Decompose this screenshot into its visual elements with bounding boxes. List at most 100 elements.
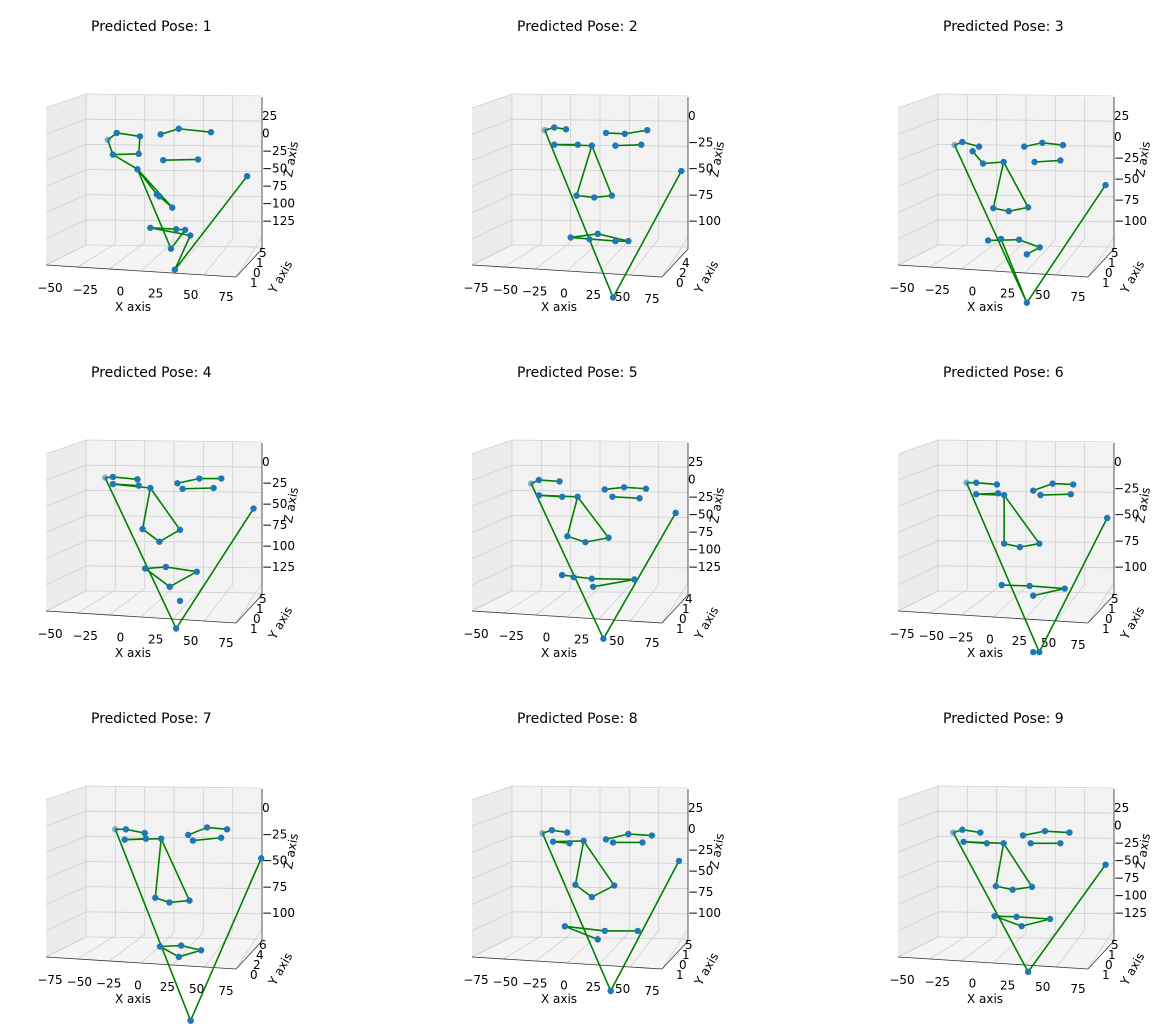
keypoint-marker <box>973 490 980 498</box>
keypoint-marker <box>541 126 549 134</box>
z-tick-label: −50 <box>688 162 713 176</box>
z-tick-label: 0 <box>688 473 696 487</box>
axis-edges <box>471 443 689 624</box>
y-tick-label: 0 <box>676 276 684 290</box>
left-pane <box>46 94 86 265</box>
keypoint-marker <box>643 126 651 134</box>
skeleton-edge <box>1044 830 1070 834</box>
x-tick-label: −50 <box>37 281 62 295</box>
y-tick-label: 1 <box>676 968 684 982</box>
keypoint-marker <box>609 493 616 500</box>
pose-3d-axes: −50 −25 0 25 50 75X axis250−25−50−75−100−125Z… <box>463 439 727 660</box>
keypoint-marker <box>1030 648 1037 656</box>
y-tick-label: 0 <box>679 612 687 626</box>
z-tick-label: 25 <box>262 109 277 123</box>
z-tick-label: −50 <box>1114 854 1139 868</box>
skeleton-edge <box>116 132 141 138</box>
skeleton-edge <box>112 476 138 481</box>
keypoint-marker <box>639 839 646 846</box>
keypoint-marker <box>549 838 557 845</box>
keypoint-marker <box>187 232 194 239</box>
x-tick-label: 75 <box>218 636 233 650</box>
x-tick-label: 50 <box>1035 980 1050 994</box>
keypoint-marker <box>1037 491 1044 499</box>
y-tick-label: 1 <box>1102 622 1110 636</box>
keypoint-marker <box>975 143 983 150</box>
keypoint-marker <box>109 151 117 158</box>
skeleton-edge <box>566 496 579 537</box>
x-tick-label: 75 <box>1070 982 1085 996</box>
skeleton-edge <box>585 536 609 543</box>
pose-plot-8: Predicted Pose: 8 −75 −50 −25 0 25 50 75 X axis 2… <box>426 692 814 1034</box>
z-tick-label: −100 <box>262 197 295 211</box>
keypoint-marker <box>564 533 571 540</box>
keypoint-marker <box>121 836 128 843</box>
z-axis-label: Z axis <box>707 832 727 870</box>
skeleton-edge <box>182 487 214 490</box>
skeleton-edge <box>592 578 635 588</box>
keypoint-marker <box>171 266 179 273</box>
keypoint-marker <box>602 129 610 137</box>
keypoint-marker <box>611 882 618 889</box>
z-axis-label: Z axis <box>1133 832 1153 870</box>
skeleton-edge <box>1008 206 1029 213</box>
skeleton-edge <box>612 495 640 500</box>
keypoint-marker <box>675 857 683 865</box>
keypoint-marker <box>594 230 601 238</box>
y-axis-label: Y axis <box>691 258 721 296</box>
x-tick-label: 75 <box>1070 290 1085 304</box>
keypoint-marker <box>984 237 992 244</box>
keypoint-marker <box>1013 913 1020 921</box>
axis-edges <box>45 97 263 278</box>
x-tick-label: 0 <box>134 978 142 992</box>
x-tick-label: 50 <box>1035 288 1050 302</box>
z-axis-label: Z axis <box>281 140 301 178</box>
x-tick-label: 25 <box>1000 286 1015 300</box>
skeleton-edge <box>1003 494 1040 545</box>
skeleton-edge <box>112 153 139 156</box>
skeleton-edge <box>1027 864 1107 973</box>
keypoint-marker <box>193 568 200 575</box>
keypoint-marker <box>1009 886 1016 893</box>
keypoint-marker <box>175 125 182 132</box>
y-tick-label: 0 <box>253 612 261 626</box>
keypoint-marker <box>113 129 120 137</box>
z-tick-label: −100 <box>262 906 295 920</box>
keypoint-marker <box>1059 141 1067 149</box>
skeleton-edge <box>1032 482 1053 492</box>
x-tick-label: 0 <box>986 632 994 646</box>
z-tick-label: −25 <box>262 144 287 158</box>
y-axis-label: Y axis <box>265 258 295 296</box>
keypoint-marker <box>217 834 225 841</box>
x-tick-label: 0 <box>560 286 568 300</box>
keypoint-marker <box>977 829 984 836</box>
keypoint-marker <box>135 150 142 158</box>
z-tick-label: −75 <box>1114 871 1139 885</box>
x-axis-label: X axis <box>115 300 151 314</box>
z-tick-label: 25 <box>688 801 703 815</box>
keypoint-marker <box>589 583 597 590</box>
skeleton-edge <box>165 566 197 573</box>
z-tick-label: −50 <box>1114 172 1139 186</box>
z-tick-label: −25 <box>1114 151 1139 165</box>
keypoint-marker <box>1057 157 1064 164</box>
skeleton-edge <box>174 175 248 271</box>
keypoint-marker <box>1000 158 1007 166</box>
z-tick-label: 0 <box>1114 130 1122 144</box>
keypoint-marker <box>189 837 197 844</box>
skeleton-edge <box>136 168 172 250</box>
z-tick-label: −50 <box>688 508 713 522</box>
skeleton-edge <box>1026 184 1107 304</box>
x-tick-label: 0 <box>969 285 977 299</box>
x-tick-label: 25 <box>586 288 601 302</box>
plot-title: Predicted Pose: 2 <box>517 19 638 35</box>
keypoint-marker <box>588 575 596 582</box>
skeleton-edge <box>570 233 598 239</box>
keypoint-marker <box>142 835 150 842</box>
keypoint-marker <box>1030 592 1037 599</box>
keypoint-marker <box>638 141 645 148</box>
skeleton-edge <box>175 508 255 629</box>
keypoint-marker <box>243 172 251 180</box>
skeleton-edge <box>170 229 186 250</box>
